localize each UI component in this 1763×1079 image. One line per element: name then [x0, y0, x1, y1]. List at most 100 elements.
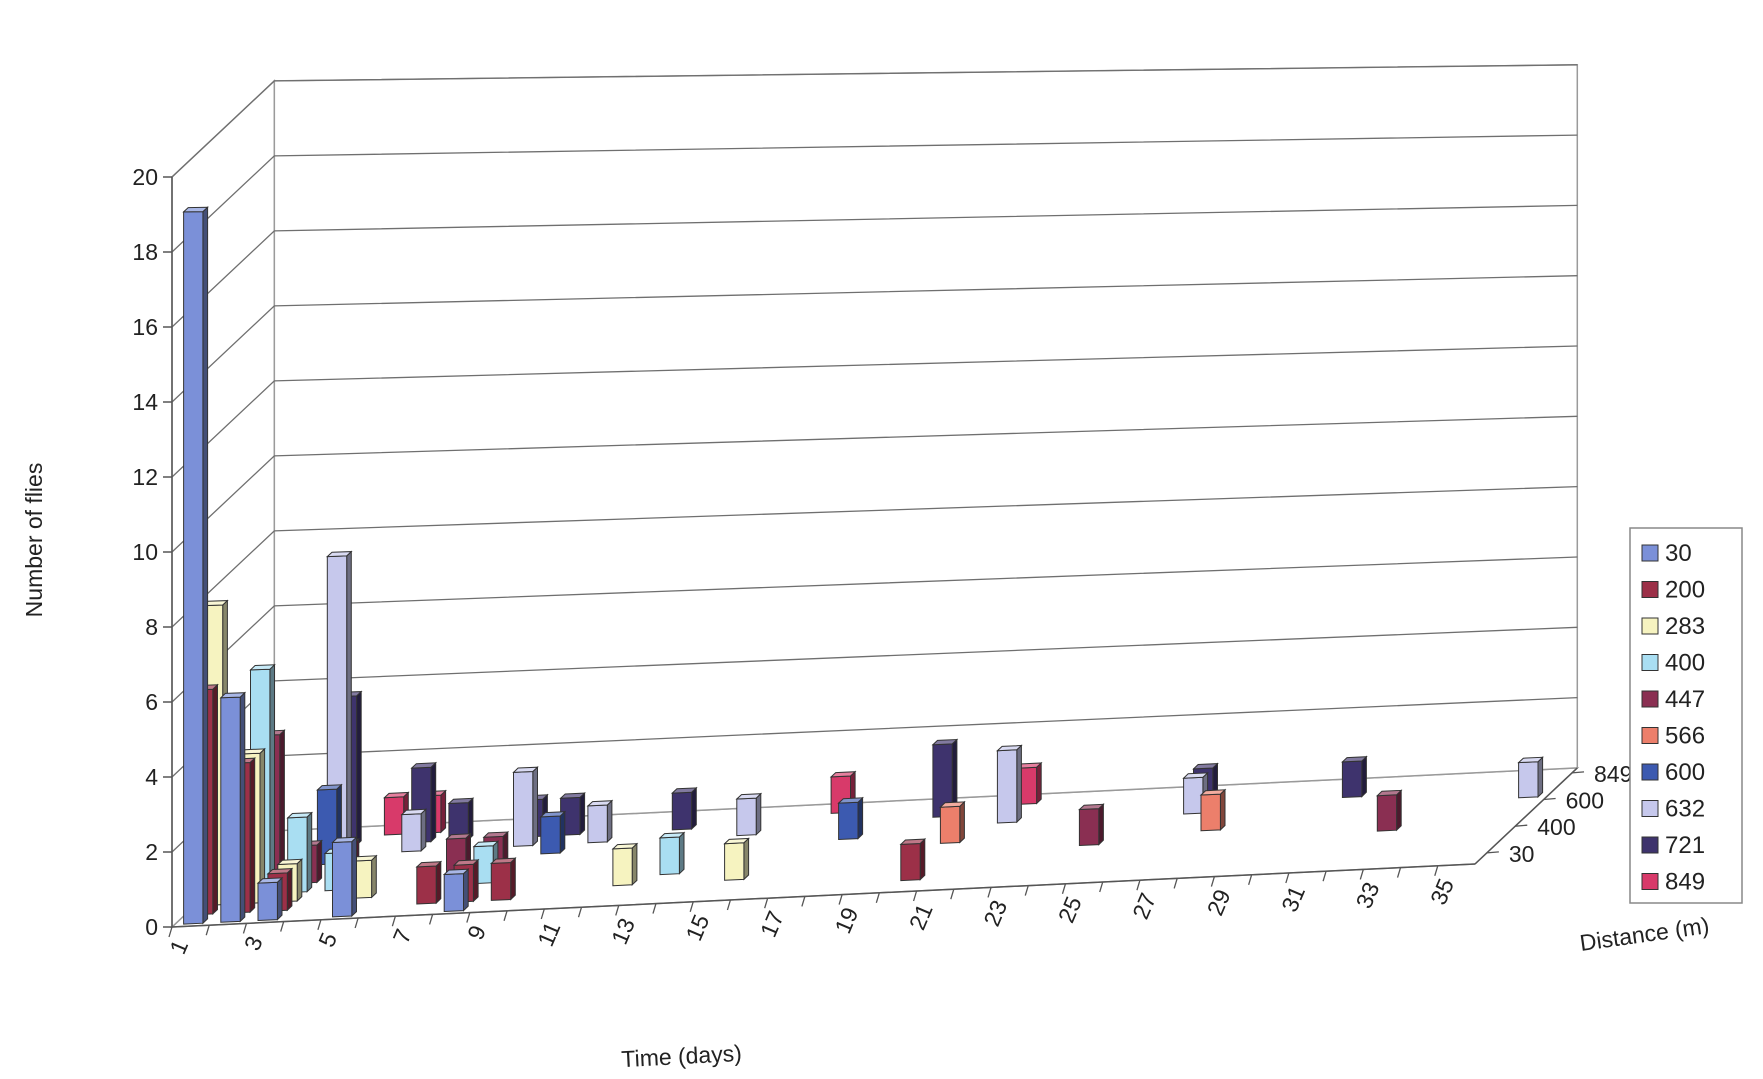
bar-447-day-24 [1078, 803, 1105, 847]
legend-label: 849 [1665, 869, 1705, 896]
x-tick-label: 33 [1351, 878, 1385, 912]
bar-721-day-12 [670, 786, 698, 831]
bar-30-day-3 [256, 876, 284, 922]
x-tick [912, 890, 918, 902]
bar-632-day-35 [1517, 756, 1544, 799]
bar-721-day-19 [931, 738, 959, 818]
legend-swatch [1641, 763, 1659, 781]
legend-item-30: 30 [1641, 540, 1692, 567]
x-tick-label: 7 [388, 925, 417, 947]
y-tick-label: 2 [145, 839, 158, 865]
x-tick [205, 925, 210, 936]
bar-632-day-10 [586, 799, 614, 844]
legend-item-849: 849 [1641, 869, 1705, 896]
legend-label: 600 [1665, 759, 1705, 786]
x-tick-label: 1 [164, 936, 193, 958]
x-tick [391, 916, 396, 927]
x-tick [1136, 880, 1141, 891]
x-tick-label: 3 [239, 932, 268, 954]
bar-30-day-2 [219, 691, 247, 923]
x-tick [1285, 872, 1290, 884]
x-axis-title: Time (days) [621, 1040, 743, 1072]
x-tick [950, 889, 955, 900]
legend-label: 400 [1665, 650, 1705, 677]
legend-swatch [1641, 690, 1659, 708]
x-tick-label: 15 [680, 911, 714, 945]
x-tick [540, 908, 545, 920]
x-tick-label: 5 [313, 929, 342, 951]
x-tick [987, 887, 992, 898]
legend-swatch [1641, 836, 1659, 854]
legend-label: 283 [1665, 613, 1705, 640]
x-tick [317, 919, 322, 930]
bar-632-day-21 [996, 744, 1023, 824]
z-axis-title: Distance (m) [1578, 912, 1711, 956]
legend-swatch [1641, 617, 1659, 635]
z-tick-label: 30 [1509, 841, 1535, 867]
z-tick [1543, 797, 1556, 801]
legend-swatch [1641, 654, 1659, 671]
legend-item-566: 566 [1641, 723, 1705, 750]
x-tick [354, 917, 359, 929]
x-tick [1061, 883, 1067, 894]
y-tick-label: 4 [145, 764, 158, 790]
bars-group [182, 206, 1544, 925]
x-tick-label: 11 [532, 918, 565, 950]
bar-600-day-9 [539, 810, 567, 855]
y-tick-label: 10 [132, 539, 158, 565]
x-tick-label: 17 [755, 907, 789, 941]
legend-label: 447 [1665, 686, 1705, 713]
x-tick [838, 894, 843, 905]
legend-swatch [1641, 727, 1659, 744]
z-tick [1571, 771, 1585, 774]
x-tick [726, 899, 732, 911]
x-tick [1024, 885, 1029, 896]
bar-400-day-13 [658, 831, 686, 876]
x-axis-line [171, 863, 1476, 928]
x-tick [428, 914, 434, 925]
x-tick-label: 19 [829, 903, 863, 937]
y-tick-label: 8 [145, 614, 158, 640]
bar-566-day-20 [939, 800, 966, 844]
legend-label: 200 [1665, 577, 1705, 604]
legend-label: 566 [1665, 723, 1705, 750]
z-tick-label: 849 [1594, 761, 1632, 787]
y-tick-label: 12 [132, 464, 158, 490]
bar-721-day-30 [1341, 755, 1368, 799]
z-tick [1486, 851, 1499, 854]
x-tick [1396, 867, 1402, 878]
legend-swatch [1641, 581, 1659, 598]
x-tick [652, 903, 657, 914]
legend-item-283: 283 [1641, 613, 1705, 640]
back-wall [273, 64, 1579, 832]
y-tick-label: 6 [145, 689, 158, 715]
bar-30-day-1 [182, 206, 209, 925]
chart-walls [170, 64, 1580, 929]
y-axis-title: Number of flies [21, 463, 47, 618]
bar-200-day-9 [489, 857, 517, 901]
y-tick-label: 18 [132, 239, 158, 265]
z-tick-label: 400 [1537, 814, 1575, 840]
x-tick [168, 926, 173, 938]
x-tick-label: 27 [1127, 889, 1161, 923]
x-tick-label: 31 [1276, 882, 1310, 916]
legend-swatch [1641, 800, 1659, 817]
x-tick-label: 35 [1425, 875, 1459, 909]
y-tick-label: 16 [132, 314, 158, 340]
x-tick [503, 910, 508, 921]
x-tick-label: 13 [606, 914, 640, 948]
bar-566-day-27 [1199, 788, 1227, 832]
bar-283-day-15 [723, 837, 750, 881]
x-tick [242, 923, 248, 934]
legend-label: 632 [1665, 796, 1705, 823]
x-tick [1173, 878, 1178, 889]
bar-632-day-8 [512, 766, 539, 847]
x-tick [689, 901, 694, 912]
x-tick [466, 912, 471, 923]
x-tick-label: 25 [1053, 893, 1087, 927]
x-tick [577, 907, 583, 918]
y-tick-label: 0 [145, 914, 158, 940]
legend-swatch [1641, 544, 1659, 562]
gridline [171, 64, 1578, 178]
